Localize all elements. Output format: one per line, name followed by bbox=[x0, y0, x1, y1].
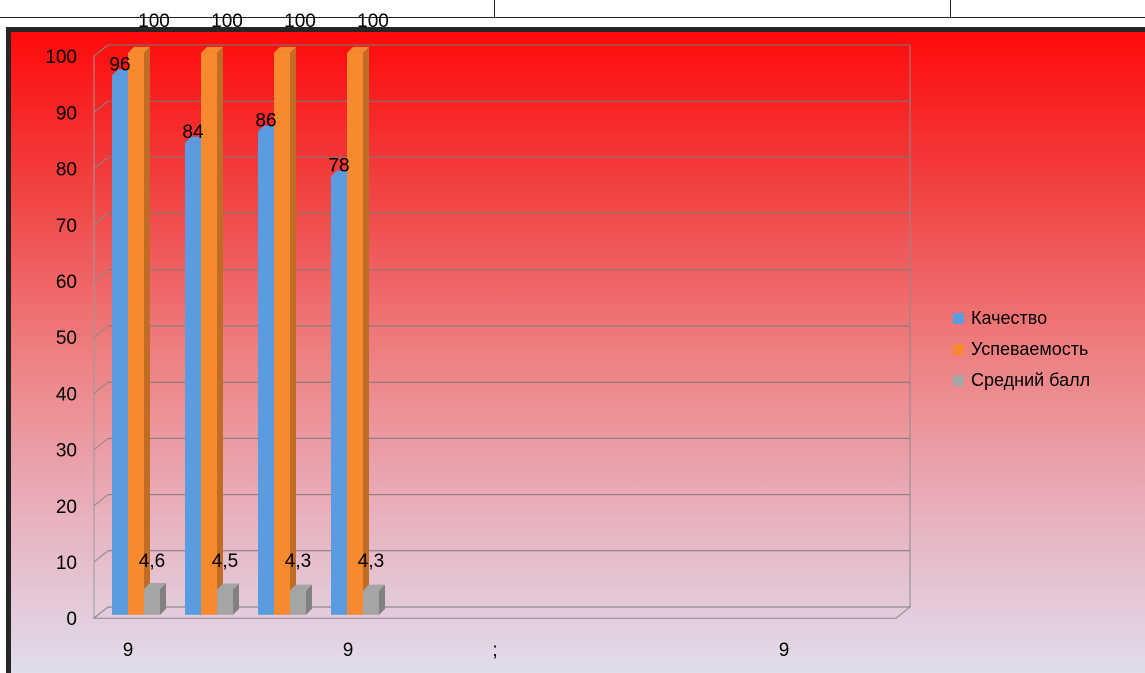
y-tick-label: 30 bbox=[56, 441, 77, 462]
x-axis-ticks: 9 9; 9 bbox=[123, 640, 790, 661]
bar-top bbox=[201, 46, 223, 53]
legend-label: Средний балл bbox=[971, 370, 1090, 390]
legend: Качество Успеваемость Средний балл bbox=[953, 308, 1090, 390]
bar-side bbox=[363, 46, 369, 615]
data-label: 78 bbox=[328, 155, 349, 176]
gridline-diagonal bbox=[93, 494, 109, 507]
gridline-diagonal bbox=[93, 381, 109, 394]
bar-face bbox=[201, 52, 217, 615]
data-label: 96 bbox=[109, 54, 130, 75]
bar-2 bbox=[201, 46, 223, 615]
gridline-diagonal bbox=[93, 44, 109, 57]
data-label: 4,6 bbox=[139, 551, 165, 572]
legend-label: Успеваемость bbox=[971, 339, 1088, 359]
bar-top bbox=[347, 46, 369, 53]
x-tick-label: 9 bbox=[343, 640, 354, 661]
y-tick-label: 100 bbox=[45, 47, 77, 68]
bar-face bbox=[290, 590, 306, 615]
bar-3 bbox=[144, 582, 166, 615]
gridline-diagonal bbox=[93, 213, 109, 226]
y-tick-label: 40 bbox=[56, 384, 77, 405]
bar-top bbox=[144, 582, 166, 589]
legend-swatch bbox=[953, 313, 964, 324]
gridline-diagonal bbox=[93, 438, 109, 450]
bar-top bbox=[128, 46, 150, 53]
bar-side bbox=[379, 584, 385, 615]
data-label: 4,3 bbox=[285, 551, 311, 572]
bar-side bbox=[290, 46, 296, 615]
gridline-diagonal bbox=[93, 325, 109, 338]
top-table-strip bbox=[0, 0, 1145, 18]
gridlines bbox=[92, 44, 912, 619]
bar-face bbox=[258, 131, 274, 615]
x-tick-label: 9 bbox=[779, 640, 790, 661]
bar-face bbox=[128, 52, 144, 615]
x-tick-label: ; bbox=[492, 640, 497, 661]
bar-face bbox=[144, 588, 160, 615]
bar-side bbox=[233, 583, 239, 615]
bar-top bbox=[217, 583, 239, 590]
y-tick-label: 0 bbox=[66, 609, 77, 630]
x-tick-label: 9 bbox=[123, 640, 134, 661]
bar-2 bbox=[347, 46, 369, 615]
y-tick-label: 20 bbox=[56, 497, 77, 518]
bar-face bbox=[347, 52, 363, 615]
bar-face bbox=[217, 589, 233, 615]
bar-face bbox=[112, 75, 128, 615]
data-label: 84 bbox=[182, 122, 204, 143]
bars: 96 100 4,6 84 100 4,5 86 100 4,3 78 100 4,3 bbox=[109, 11, 389, 615]
data-label: 4,3 bbox=[358, 551, 384, 572]
table-divider bbox=[950, 0, 951, 18]
bar-top bbox=[363, 584, 385, 591]
bar-side bbox=[160, 582, 166, 615]
legend-swatch bbox=[953, 375, 964, 386]
gridline-diagonal bbox=[93, 606, 109, 619]
bar-face bbox=[185, 142, 201, 615]
bar-side bbox=[217, 46, 223, 615]
gridline-diagonal bbox=[93, 157, 109, 169]
y-tick-label: 90 bbox=[56, 103, 77, 124]
bar-face bbox=[274, 52, 290, 615]
data-label: 100 bbox=[357, 11, 389, 32]
bar-3 bbox=[217, 583, 239, 615]
gridline-diagonal bbox=[93, 550, 109, 563]
bar-3 bbox=[363, 584, 385, 615]
y-tick-label: 10 bbox=[56, 553, 77, 574]
gridline-diagonal bbox=[93, 100, 109, 113]
y-tick-label: 50 bbox=[56, 328, 77, 349]
bar-face bbox=[331, 176, 347, 615]
bar-top bbox=[274, 46, 296, 53]
y-tick-label: 80 bbox=[56, 160, 77, 181]
data-label: 100 bbox=[138, 11, 170, 32]
data-label: 100 bbox=[211, 11, 243, 32]
data-label: 86 bbox=[255, 111, 276, 132]
data-label: 4,5 bbox=[212, 551, 238, 572]
y-axis-ticks: 0 10 20 30 40 50 60 70 80 90 100 bbox=[45, 47, 77, 630]
bar-top bbox=[290, 584, 312, 591]
bar-face bbox=[363, 590, 379, 615]
y-tick-label: 60 bbox=[56, 272, 77, 293]
bar-side bbox=[144, 46, 150, 615]
bar-side bbox=[306, 584, 312, 615]
legend-swatch bbox=[953, 344, 964, 355]
data-label: 100 bbox=[284, 11, 316, 32]
legend-label: Качество bbox=[971, 308, 1047, 328]
bar-3 bbox=[290, 584, 312, 615]
table-divider bbox=[494, 0, 495, 18]
bar-2 bbox=[128, 46, 150, 615]
bar-2 bbox=[274, 46, 296, 615]
y-tick-label: 70 bbox=[56, 216, 77, 237]
gridline-diagonal bbox=[93, 269, 109, 282]
